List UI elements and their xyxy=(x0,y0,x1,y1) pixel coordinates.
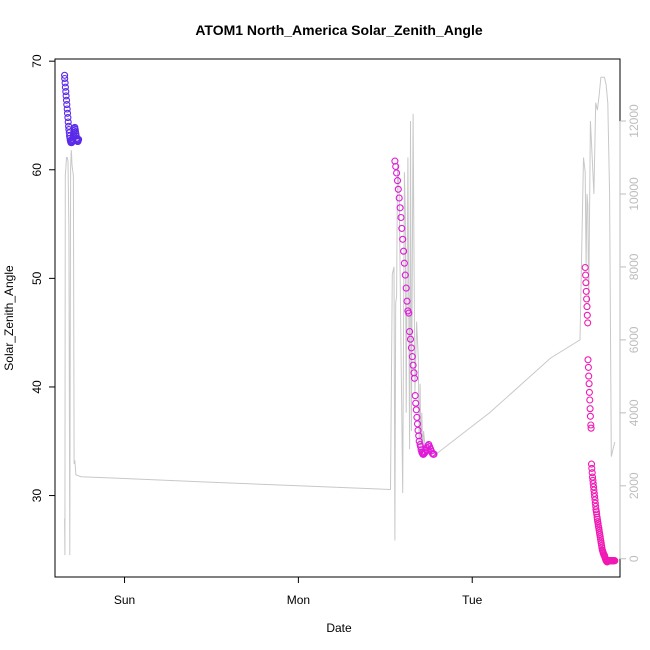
data-point xyxy=(589,480,597,488)
data-point xyxy=(398,224,406,232)
data-point xyxy=(64,118,72,126)
y2-tick-label: 0 xyxy=(627,555,641,562)
x-tick-label: Mon xyxy=(287,593,310,607)
data-point xyxy=(430,450,438,458)
data-point xyxy=(589,476,597,484)
data-point xyxy=(408,353,416,361)
data-points-layer xyxy=(61,71,619,566)
data-point xyxy=(584,356,592,364)
data-point xyxy=(590,489,598,497)
y2-tick-label: 2000 xyxy=(627,472,641,499)
data-point xyxy=(63,101,71,109)
y-tick-label: 70 xyxy=(30,54,44,68)
data-point xyxy=(585,380,593,388)
data-point xyxy=(403,297,411,305)
data-point xyxy=(62,88,70,96)
y2-tick-label: 6000 xyxy=(627,326,641,353)
plot-frame xyxy=(54,58,621,578)
data-point xyxy=(393,169,401,177)
data-point xyxy=(63,105,71,113)
data-point xyxy=(407,344,415,352)
y2-tick-label: 12000 xyxy=(627,104,641,138)
x-axis: Sun Mon Tue xyxy=(114,576,483,607)
data-point xyxy=(402,284,410,292)
y2-tick-label: 4000 xyxy=(627,399,641,426)
data-point xyxy=(583,311,591,319)
y-tick-label: 30 xyxy=(30,489,44,503)
data-point xyxy=(61,74,69,83)
data-point xyxy=(585,388,593,396)
data-point xyxy=(585,372,593,380)
data-point xyxy=(396,204,404,212)
data-point xyxy=(587,424,595,432)
data-point xyxy=(61,71,69,79)
data-point xyxy=(611,557,619,565)
data-point xyxy=(588,473,597,481)
data-point xyxy=(411,392,419,400)
x-axis-label: Date xyxy=(326,621,352,635)
y2-tick-label: 10000 xyxy=(627,177,641,211)
data-point xyxy=(590,483,598,491)
data-point xyxy=(62,92,70,100)
data-point xyxy=(413,413,421,421)
data-point xyxy=(582,279,590,287)
data-point xyxy=(397,213,405,222)
data-point xyxy=(412,399,420,407)
data-point xyxy=(586,396,594,404)
data-point xyxy=(581,263,589,272)
data-point xyxy=(61,83,69,91)
data-point xyxy=(400,247,408,255)
data-point xyxy=(63,109,72,117)
data-point xyxy=(587,421,595,429)
data-point xyxy=(405,309,413,317)
data-point xyxy=(584,319,592,327)
y-tick-label: 40 xyxy=(30,380,44,394)
data-point xyxy=(399,235,407,243)
data-point xyxy=(401,271,409,279)
data-point xyxy=(400,259,408,267)
data-point xyxy=(588,469,596,477)
x-tick-label: Tue xyxy=(462,593,483,607)
y-axis: 30 40 50 60 70 xyxy=(30,54,56,503)
data-point xyxy=(62,96,71,104)
data-point xyxy=(406,335,415,343)
data-point xyxy=(588,464,596,472)
altitude-line xyxy=(64,76,616,556)
y2-tick-label: 8000 xyxy=(627,253,641,280)
data-point xyxy=(590,486,598,494)
data-point xyxy=(591,493,599,501)
data-point xyxy=(586,412,594,420)
data-point xyxy=(61,79,69,87)
data-point xyxy=(582,287,590,295)
y-tick-label: 50 xyxy=(30,271,44,285)
altitude-line-layer xyxy=(64,76,616,556)
data-point xyxy=(582,271,590,279)
y2-axis: 0 2000 4000 6000 8000 10000 12000 xyxy=(619,104,641,562)
data-point xyxy=(584,363,592,371)
data-point xyxy=(583,295,591,303)
data-point xyxy=(395,194,403,202)
data-point xyxy=(64,114,72,122)
data-point xyxy=(393,177,402,185)
x-tick-label: Sun xyxy=(114,593,135,607)
data-point xyxy=(591,499,599,507)
data-point xyxy=(406,328,414,336)
y-tick-label: 60 xyxy=(30,163,44,177)
data-point xyxy=(410,374,419,382)
data-point xyxy=(583,303,591,311)
data-point xyxy=(586,405,594,413)
data-point xyxy=(587,460,596,468)
chart-title: ATOM1 North_America Solar_Zenith_Angle xyxy=(195,22,483,38)
data-point xyxy=(591,496,599,504)
data-point xyxy=(392,162,400,171)
data-point xyxy=(75,135,83,143)
data-point xyxy=(394,185,402,193)
data-point xyxy=(412,406,420,414)
y-axis-label: Solar_Zenith_Angle xyxy=(2,265,16,371)
data-point xyxy=(409,361,417,369)
